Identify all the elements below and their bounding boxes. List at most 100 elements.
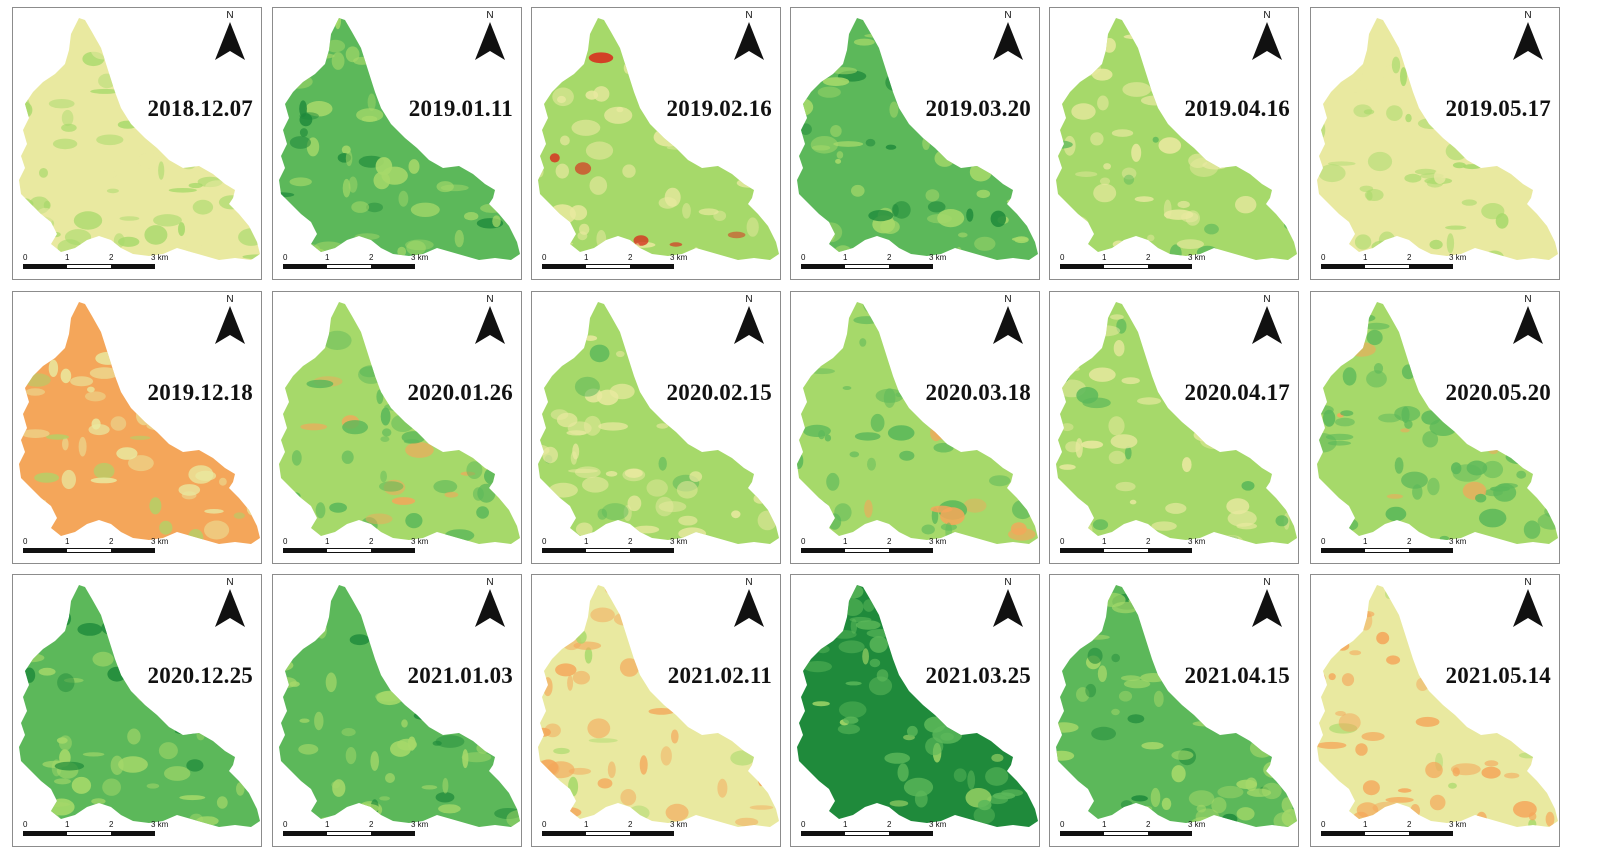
index-patch	[1227, 510, 1257, 527]
index-patch	[1445, 141, 1468, 161]
index-patch	[925, 189, 940, 202]
scale-bar: 0 1 2 3 km	[1321, 820, 1471, 840]
index-patch	[480, 368, 491, 380]
index-patch	[161, 638, 183, 652]
index-patch	[1097, 95, 1109, 111]
index-patch	[904, 302, 932, 313]
index-patch	[1389, 18, 1415, 27]
index-patch	[572, 585, 596, 597]
scale-seg	[1061, 265, 1105, 268]
index-patch	[92, 651, 114, 667]
north-arrow-icon	[1252, 306, 1282, 344]
index-patch	[345, 46, 360, 63]
index-patch	[997, 640, 1015, 657]
index-patch	[454, 229, 464, 248]
index-patch	[20, 618, 45, 636]
map-panel-2021.05.14: N 2021.05.14 0 1 2 3 km	[1310, 574, 1560, 847]
index-patch	[1128, 598, 1142, 604]
index-patch	[1356, 802, 1379, 818]
scale-tick-1: 1	[843, 537, 848, 546]
index-patch	[867, 457, 876, 471]
scale-tick-0: 0	[23, 537, 28, 546]
scale-tick-3: 3 km	[929, 820, 947, 829]
index-patch	[1401, 471, 1428, 489]
index-patch	[129, 435, 151, 440]
index-patch	[294, 324, 311, 339]
scale-bar: 0 1 2 3 km	[542, 820, 692, 840]
index-patch	[1335, 417, 1355, 427]
index-patch	[1211, 797, 1227, 814]
index-patch	[391, 497, 416, 505]
index-patch	[1056, 509, 1067, 524]
index-patch	[596, 389, 619, 406]
index-patch	[887, 425, 915, 441]
index-patch	[113, 233, 125, 248]
index-patch	[181, 491, 197, 500]
index-patch	[283, 344, 293, 360]
index-patch	[1207, 302, 1231, 319]
index-patch	[401, 431, 426, 444]
index-patch	[129, 89, 148, 95]
index-patch	[949, 26, 977, 38]
index-patch	[658, 306, 668, 313]
index-patch	[1425, 761, 1443, 779]
scale-bar-segments	[283, 548, 415, 553]
index-patch	[634, 353, 660, 366]
index-patch	[205, 180, 231, 193]
index-patch	[1029, 780, 1037, 789]
scale-seg	[110, 265, 154, 268]
index-patch	[425, 708, 435, 724]
index-patch	[1477, 308, 1487, 318]
index-patch	[574, 376, 600, 397]
index-patch	[1335, 312, 1364, 326]
index-patch	[907, 69, 936, 86]
scale-seg	[586, 549, 630, 552]
region-fill	[1317, 585, 1558, 827]
index-patch	[656, 26, 675, 36]
index-patch	[567, 315, 574, 334]
index-patch	[1328, 161, 1356, 166]
index-patch	[404, 585, 432, 600]
index-patch	[1024, 38, 1038, 57]
index-patch	[1452, 52, 1461, 71]
index-patch	[54, 761, 85, 771]
index-patch	[1158, 137, 1182, 154]
scale-seg	[1104, 549, 1148, 552]
scale-tick-2: 2	[109, 253, 114, 262]
north-arrow-icon	[1252, 22, 1282, 60]
index-patch	[656, 423, 669, 429]
index-patch	[990, 210, 1006, 227]
map-panel-2020.04.17: N 2020.04.17 0 1 2 3 km	[1049, 291, 1299, 564]
index-patch	[1108, 416, 1125, 436]
index-patch	[1076, 387, 1099, 404]
index-patch	[1528, 819, 1537, 827]
index-patch	[325, 39, 346, 53]
index-patch	[1027, 440, 1038, 452]
index-patch	[134, 357, 157, 371]
scale-tick-2: 2	[628, 537, 633, 546]
index-patch	[131, 76, 140, 82]
index-patch	[453, 18, 470, 35]
index-patch	[1241, 481, 1255, 491]
index-patch	[1485, 250, 1504, 260]
scale-bar: 0 1 2 3 km	[801, 253, 951, 273]
scale-bar-segments	[801, 548, 933, 553]
scale-tick-3: 3 km	[1449, 537, 1467, 546]
index-patch	[1227, 644, 1255, 660]
index-patch	[1289, 781, 1296, 801]
index-patch	[1325, 433, 1354, 441]
index-patch	[451, 78, 475, 88]
north-arrow-icon	[734, 22, 764, 60]
index-patch	[449, 585, 461, 602]
index-patch	[1066, 622, 1081, 633]
panel-date: 2020.01.26	[407, 380, 513, 405]
index-patch	[869, 636, 888, 653]
scale-tick-1: 1	[584, 537, 589, 546]
index-patch	[692, 247, 700, 260]
index-patch	[1511, 362, 1522, 381]
north-arrow-icon	[993, 306, 1023, 344]
index-patch	[568, 767, 592, 775]
north-arrow: N	[991, 578, 1025, 628]
index-patch	[62, 437, 69, 451]
scale-seg	[370, 549, 414, 552]
